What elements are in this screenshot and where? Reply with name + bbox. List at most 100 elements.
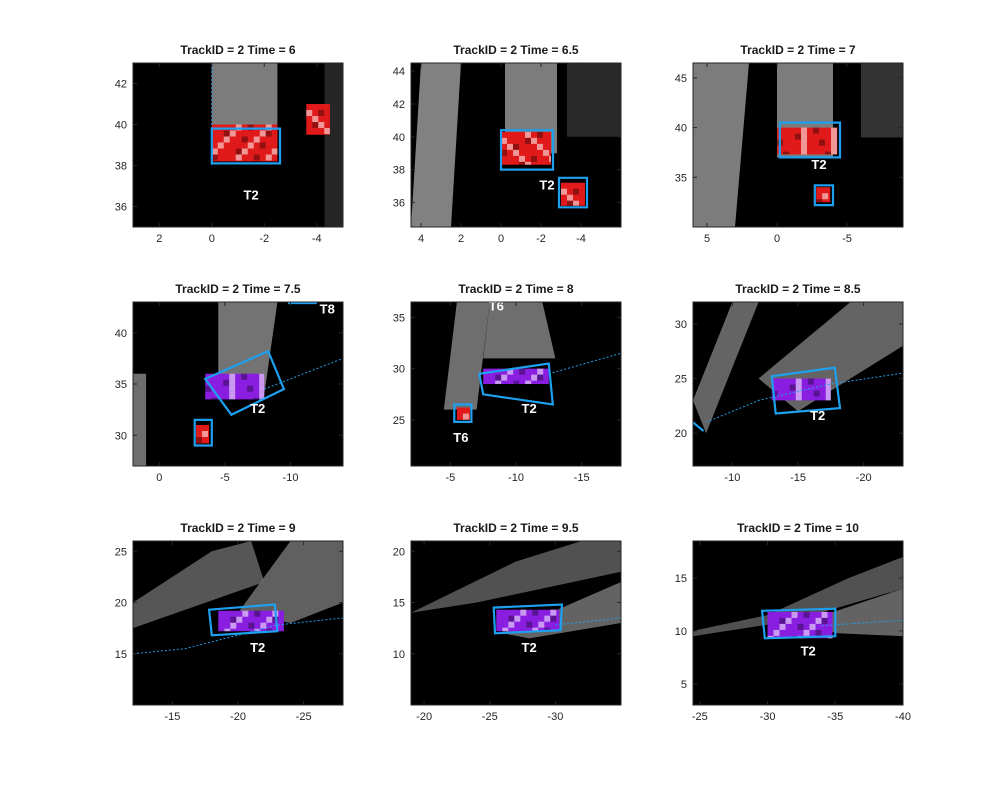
detection-cell-highlight <box>266 616 273 623</box>
detection-cell-highlight <box>801 127 807 134</box>
detection-cell-highlight <box>462 413 469 420</box>
track-history-line <box>705 372 903 423</box>
detection-cell-highlight <box>265 154 272 161</box>
track-box <box>453 403 473 423</box>
detection-blob <box>816 187 831 203</box>
y-tick-label: 40 <box>115 328 127 340</box>
detection-cell-highlight <box>259 373 265 380</box>
x-tick-label: -20 <box>856 472 872 484</box>
detection-blob <box>561 182 585 206</box>
detection-cell-shadow <box>254 610 261 617</box>
detection-cell-highlight <box>507 368 514 375</box>
detection-cell-shadow <box>819 139 825 146</box>
y-tick-label: 25 <box>115 546 127 558</box>
x-tick-label: -25 <box>296 711 312 723</box>
y-tick-label: 30 <box>675 319 687 331</box>
y-tick-label: 10 <box>393 649 405 661</box>
detection-cell-shadow <box>501 149 507 156</box>
intensity-band <box>324 63 343 227</box>
detection-cell-highlight <box>531 137 537 144</box>
y-tick-label: 40 <box>115 120 127 132</box>
y-tick-label: 40 <box>393 132 405 144</box>
detection-cell-highlight <box>229 397 236 400</box>
detection-cell-highlight <box>217 142 224 149</box>
detection-cell-highlight <box>831 151 837 155</box>
subplot-6: T2 TrackID = 2 Time = 8.5 -10 -15 -20 20 25 30 <box>675 282 904 484</box>
y-tick-label: 5 <box>681 679 687 691</box>
detection-cell-shadow <box>248 622 255 629</box>
detection-cell-shadow <box>531 155 537 162</box>
detection-cell-highlight <box>501 374 508 381</box>
track-label: T2 <box>810 408 825 423</box>
detection-cell-highlight <box>229 391 236 398</box>
detection-cell-shadow <box>771 390 778 397</box>
detection-cell-highlight <box>773 629 780 636</box>
detection-cell-shadow <box>783 151 789 155</box>
track-label: T2 <box>250 401 265 416</box>
detection-cell-highlight <box>265 124 272 131</box>
subplot-title: TrackID = 2 Time = 7 <box>740 43 856 57</box>
intensity-band <box>567 63 621 137</box>
detection-cell-highlight <box>795 384 802 391</box>
detection-cell-shadow <box>241 373 248 380</box>
detection-cell-highlight <box>803 629 810 636</box>
subplot-9: T2 TrackID = 2 Time = 10 -25 -30 -35 -40 5 10 15 <box>675 521 911 723</box>
detection-cell-highlight <box>306 110 313 116</box>
detection-cell-shadow <box>573 188 579 195</box>
subplot-8: T2 TrackID = 2 Time = 9.5 -20 -25 -30 10 15 20 <box>393 521 622 723</box>
detection-blob <box>306 104 330 135</box>
detection-cell-highlight <box>795 396 802 401</box>
intensity-band <box>443 302 490 410</box>
track-box <box>193 418 213 447</box>
detection-cell-highlight <box>525 380 532 384</box>
x-tick-label: -4 <box>576 233 586 245</box>
x-tick-label: -15 <box>790 472 806 484</box>
intensity-band <box>861 63 903 138</box>
x-tick-label: 4 <box>418 233 424 245</box>
detection-blob <box>456 407 471 420</box>
detection-cell-highlight <box>825 390 831 397</box>
detection-cell-shadow <box>550 615 557 622</box>
detection-cell-highlight <box>544 615 551 622</box>
track-history-line <box>548 352 621 375</box>
intensity-band <box>693 63 749 227</box>
intensity-band <box>411 63 461 227</box>
detection-cell-shadow <box>519 161 525 165</box>
subplot-title: TrackID = 2 Time = 6 <box>180 43 296 57</box>
detection-cell-highlight <box>230 622 237 629</box>
plot-area: T2 T8 <box>133 302 343 466</box>
intensity-band <box>693 302 759 434</box>
y-tick-label: 36 <box>115 202 127 214</box>
track-history-line <box>133 617 343 655</box>
axes-frame <box>410 62 622 228</box>
y-tick-label: 35 <box>115 379 127 391</box>
x-tick-label: -10 <box>508 472 524 484</box>
detection-blob <box>211 124 278 162</box>
x-tick-label: -2 <box>536 233 546 245</box>
detection-cell-highlight <box>318 122 325 128</box>
y-tick-label: 30 <box>393 364 405 376</box>
detection-cell-highlight <box>831 139 837 146</box>
x-tick-label: -10 <box>724 472 740 484</box>
y-tick-label: 35 <box>393 312 405 324</box>
detection-cell-shadow <box>815 629 822 636</box>
detection-cell-shadow <box>537 374 544 381</box>
detection-cell-shadow <box>508 615 515 622</box>
x-tick-label: 2 <box>458 233 464 245</box>
detection-cell-highlight <box>538 621 545 628</box>
detection-cell-highlight <box>543 149 549 156</box>
detection-cell-highlight <box>815 617 822 624</box>
detection-cell-shadow <box>821 617 828 624</box>
detection-cell-highlight <box>235 154 242 161</box>
subplot-3: T2 TrackID = 2 Time = 7 5 0 -5 35 40 45 <box>675 43 904 245</box>
x-tick-label: -4 <box>312 233 322 245</box>
intensity-band <box>483 302 556 359</box>
subplot-4: T2 T8 TrackID = 2 Time = 7.5 0 -5 -10 30 35 40 <box>115 282 344 484</box>
detection-cell-shadow <box>265 130 272 137</box>
detection-cell-shadow <box>241 136 248 143</box>
detection-cell-highlight <box>224 628 231 632</box>
detection-cell-shadow <box>537 131 543 138</box>
subplot-title: TrackID = 2 Time = 10 <box>737 521 859 535</box>
detection-cell-highlight <box>791 611 798 618</box>
plot-area: T2 <box>411 63 621 227</box>
